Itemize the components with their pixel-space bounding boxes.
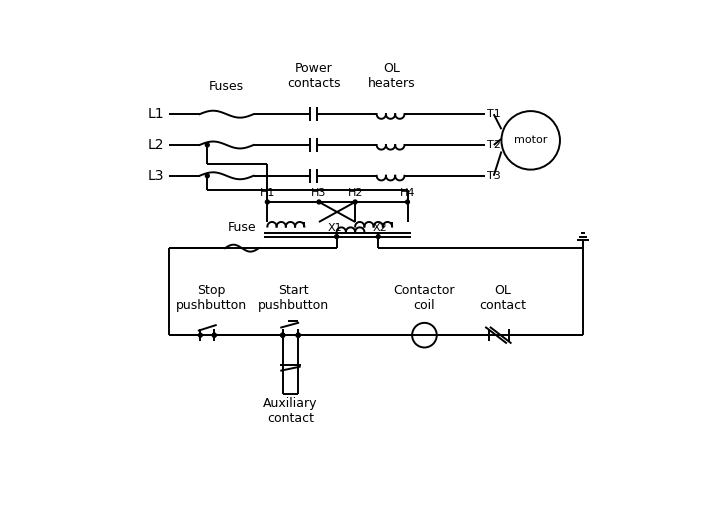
Text: X1: X1 (328, 223, 343, 233)
Circle shape (205, 174, 210, 178)
Text: L1: L1 (148, 107, 164, 121)
Text: Fuse: Fuse (228, 221, 256, 234)
Text: motor: motor (514, 135, 547, 145)
Text: Start
pushbutton: Start pushbutton (258, 284, 329, 312)
Text: X2: X2 (372, 223, 387, 233)
Text: Stop
pushbutton: Stop pushbutton (176, 284, 247, 312)
Circle shape (335, 234, 338, 239)
Text: Fuses: Fuses (209, 80, 244, 92)
Circle shape (405, 200, 410, 204)
Circle shape (199, 333, 202, 337)
Text: Auxiliary
contact: Auxiliary contact (264, 397, 318, 425)
Text: Power
contacts: Power contacts (287, 62, 341, 90)
Circle shape (354, 200, 357, 204)
Circle shape (296, 333, 300, 337)
Text: OL
heaters: OL heaters (369, 62, 416, 90)
Circle shape (281, 333, 284, 337)
Text: Contactor
coil: Contactor coil (394, 284, 455, 312)
Text: H1: H1 (260, 188, 275, 198)
Circle shape (317, 200, 321, 204)
Circle shape (266, 200, 269, 204)
Text: L2: L2 (148, 138, 164, 152)
Circle shape (212, 333, 216, 337)
Text: H2: H2 (347, 188, 363, 198)
Circle shape (377, 234, 380, 239)
Text: H3: H3 (311, 188, 327, 198)
Text: T1: T1 (487, 109, 500, 119)
Circle shape (212, 333, 216, 337)
Text: T3: T3 (487, 171, 500, 181)
Circle shape (296, 333, 300, 337)
Text: H4: H4 (400, 188, 415, 198)
Text: OL
contact: OL contact (480, 284, 526, 312)
Circle shape (205, 143, 210, 147)
Text: T2: T2 (487, 140, 500, 150)
Circle shape (281, 333, 284, 337)
Circle shape (281, 333, 284, 337)
Circle shape (296, 333, 300, 337)
Text: L3: L3 (148, 169, 164, 183)
